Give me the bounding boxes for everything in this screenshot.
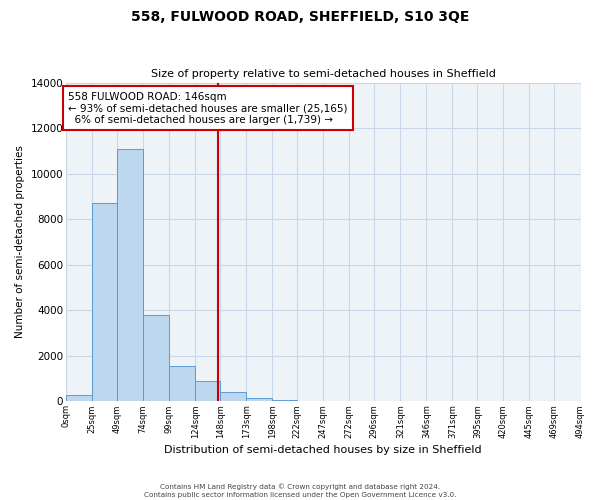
Bar bbox=[143, 315, 169, 402]
Bar bbox=[195, 381, 220, 402]
X-axis label: Distribution of semi-detached houses by size in Sheffield: Distribution of semi-detached houses by … bbox=[164, 445, 482, 455]
Bar bbox=[169, 366, 195, 402]
Text: Contains HM Land Registry data © Crown copyright and database right 2024.
Contai: Contains HM Land Registry data © Crown c… bbox=[144, 484, 456, 498]
Bar bbox=[246, 398, 272, 402]
Bar bbox=[92, 204, 117, 402]
Title: Size of property relative to semi-detached houses in Sheffield: Size of property relative to semi-detach… bbox=[151, 69, 496, 79]
Y-axis label: Number of semi-detached properties: Number of semi-detached properties bbox=[15, 146, 25, 338]
Bar bbox=[272, 400, 297, 402]
Text: 558 FULWOOD ROAD: 146sqm
← 93% of semi-detached houses are smaller (25,165)
  6%: 558 FULWOOD ROAD: 146sqm ← 93% of semi-d… bbox=[68, 92, 347, 125]
Bar bbox=[220, 392, 246, 402]
Bar bbox=[117, 148, 143, 402]
Bar bbox=[66, 394, 92, 402]
Text: 558, FULWOOD ROAD, SHEFFIELD, S10 3QE: 558, FULWOOD ROAD, SHEFFIELD, S10 3QE bbox=[131, 10, 469, 24]
